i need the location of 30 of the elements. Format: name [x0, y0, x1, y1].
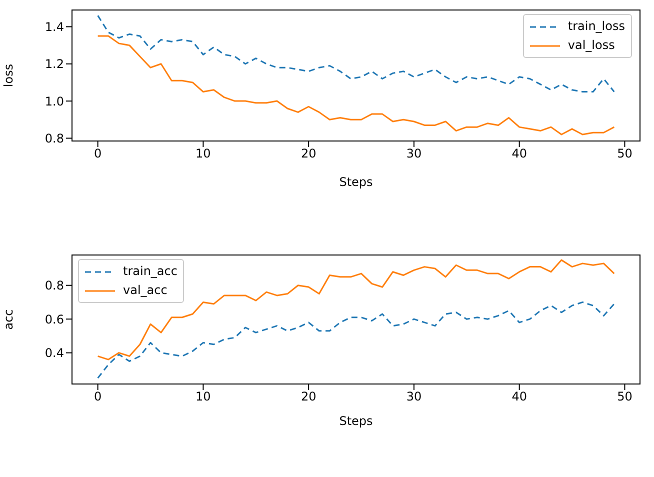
line-series: [97, 259, 615, 360]
y-tick-label: 0.8: [44, 278, 64, 293]
y-axis-title: acc: [1, 309, 16, 330]
x-tick-label: 50: [617, 146, 632, 161]
x-tick-label: 40: [512, 390, 527, 404]
x-tick-label: 20: [300, 146, 316, 161]
legend-label: train_loss: [568, 18, 625, 35]
x-tick-label: 0: [94, 390, 102, 404]
y-tick-label: 0.4: [44, 346, 64, 360]
x-tick-label: 10: [196, 390, 211, 404]
x-tick-label: 30: [406, 146, 422, 161]
legend-label: train_acc: [123, 263, 178, 280]
y-axis-title: loss: [1, 64, 16, 88]
y-tick-label: 1.0: [44, 94, 64, 108]
x-tick-label: 20: [300, 390, 316, 404]
y-tick-label: 1.4: [44, 20, 64, 34]
y-tick-label: 1.2: [44, 57, 64, 72]
x-tick-label: 40: [512, 146, 527, 161]
y-tick-label: 0.6: [44, 312, 64, 326]
legend-label: val_acc: [123, 282, 168, 299]
x-tick-label: 30: [406, 390, 422, 404]
x-tick-label: 50: [617, 390, 632, 404]
line-series: [97, 301, 615, 379]
x-axis-title: Steps: [339, 175, 373, 189]
x-tick-label: 0: [94, 146, 102, 161]
x-axis-title: Steps: [339, 414, 373, 428]
legend-label: val_loss: [568, 37, 615, 54]
line-series: [97, 35, 615, 136]
x-tick-label: 10: [196, 146, 211, 161]
y-tick-label: 0.8: [44, 131, 64, 146]
